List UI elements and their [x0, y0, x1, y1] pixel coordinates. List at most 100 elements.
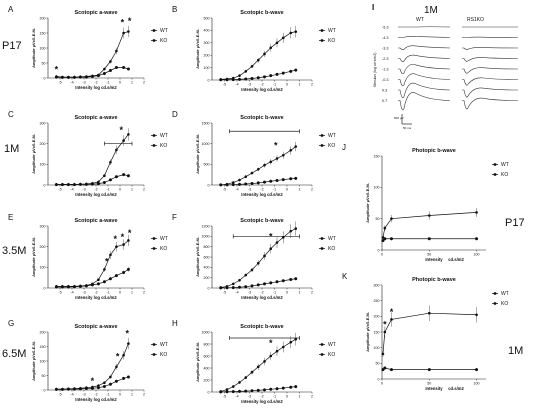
data-point: [289, 229, 293, 233]
data-point: [275, 387, 279, 391]
data-point: [114, 379, 118, 383]
x-tick-label: -1: [106, 291, 109, 295]
data-point: [219, 78, 223, 82]
x-tick-label: -1: [106, 188, 109, 192]
erg-trace-rs1ko: [462, 77, 519, 86]
y-axis-label: Amplitude µV±S.E.M.: [195, 342, 200, 382]
data-point: [289, 277, 293, 281]
legend-label-ko: KO: [160, 352, 167, 358]
y-tick-label: 100: [40, 163, 46, 167]
data-point: [103, 174, 106, 177]
data-point: [96, 282, 100, 286]
data-point: [231, 181, 235, 184]
y-tick-label: 400: [204, 29, 210, 33]
data-point: [231, 390, 235, 394]
row-label-3-5m: 3.5M: [2, 245, 26, 257]
x-tick-label: 2: [143, 291, 145, 295]
data-point: [390, 217, 393, 220]
y-tick-label: 1500: [202, 121, 210, 125]
x-tick-label: -1: [273, 188, 276, 192]
series-ko: [381, 237, 479, 243]
data-point: [281, 236, 285, 239]
panel-letter: G: [8, 319, 14, 328]
x-tick-label: -2: [94, 291, 97, 295]
legend-label-wt: WT: [160, 28, 168, 34]
chart-title: Scotopic b-wave: [240, 115, 283, 121]
y-tick-label: 50: [42, 374, 46, 378]
chart-c: C Scotopic a-wave -5 -4 -3 -2 -1 0 1 2 0 100 200 300 I…: [8, 110, 168, 197]
y-tick-label: 200: [374, 315, 380, 319]
erg-col-label-rs1ko: RS1KO: [467, 17, 484, 23]
y-tick-label: 150: [374, 330, 380, 334]
data-point: [78, 75, 82, 79]
data-point: [269, 179, 273, 183]
data-point: [102, 72, 106, 75]
legend-swatch-marker: [152, 134, 156, 137]
y-tick-label: 1200: [202, 224, 210, 228]
data-point: [219, 286, 223, 290]
x-axis-label: Intensity log cd.s/m2: [75, 295, 117, 300]
x-tick-label: -2: [94, 81, 97, 85]
y-tick-label: 1000: [202, 235, 210, 239]
legend-swatch-marker: [152, 39, 156, 42]
data-point: [250, 77, 254, 81]
chart-title: Scotopic b-wave: [240, 324, 283, 330]
data-point: [219, 183, 223, 187]
chart-title: Scotopic a-wave: [74, 218, 117, 224]
row-label-p17: P17: [2, 40, 22, 52]
significance-star: *: [113, 234, 117, 244]
erg-intensity-label: -2.3: [382, 57, 389, 61]
data-point: [72, 387, 76, 391]
series-ko: [381, 366, 479, 372]
x-tick-label: -2: [94, 188, 97, 192]
x-tick-label: -4: [235, 188, 238, 192]
x-axis-label: Intensity: [425, 257, 443, 262]
x-tick-label: 100: [474, 382, 480, 386]
data-point: [219, 390, 223, 394]
x-tick-label: 1: [131, 188, 133, 192]
series-wt: [219, 332, 298, 393]
data-point: [109, 60, 112, 63]
significance-star: *: [121, 18, 125, 28]
legend-swatch-marker: [152, 353, 156, 356]
data-point: [275, 72, 279, 76]
x-tick-label: -1: [273, 291, 276, 295]
legend-swatch-marker: [493, 173, 497, 176]
data-point: [389, 368, 393, 372]
data-point: [231, 385, 235, 388]
x-tick-label: 2: [143, 393, 145, 397]
legend-label-ko: KO: [328, 143, 335, 149]
x-tick-label: 1: [131, 81, 133, 85]
data-point: [263, 75, 266, 79]
chart-title: Scotopic b-wave: [240, 218, 283, 224]
data-point: [250, 268, 254, 272]
data-point: [231, 282, 235, 286]
data-point: [244, 389, 248, 393]
legend-label-ko: KO: [501, 301, 508, 307]
y-tick-label: 1000: [202, 142, 210, 146]
side-label-p17: P17: [505, 217, 525, 229]
y-tick-label: 0: [44, 388, 46, 392]
data-point: [238, 381, 241, 384]
series-ko: [219, 385, 298, 394]
data-point: [231, 78, 235, 82]
data-point: [281, 345, 285, 349]
y-tick-label: 100: [40, 266, 46, 270]
legend-swatch-marker: [320, 343, 324, 346]
x-tick-label: -3: [82, 291, 85, 295]
x-tick-label: -4: [235, 291, 238, 295]
x-axis-label: Intensity log cd.s/m2: [75, 192, 117, 197]
x-tick-label: 100: [474, 253, 480, 257]
panel-letter: K: [342, 272, 348, 281]
y-tick-label: 200: [204, 276, 210, 280]
x-tick-label: -4: [70, 291, 73, 295]
chart-k: K Photopic b-wave 0 50 100 0 50 100 150 200 250 300…: [342, 272, 509, 391]
erg-scale-voltage: 500 µV: [394, 116, 404, 120]
data-point: [256, 365, 260, 369]
chart-d: D Scotopic b-wave -5 -4 -3 -2 -1 0 1 2 0 500 1000 150…: [172, 110, 336, 197]
chart-title: Scotopic a-wave: [74, 324, 117, 330]
data-point: [72, 75, 76, 79]
legend-swatch-marker: [493, 163, 497, 166]
data-point: [256, 388, 260, 392]
legend-label-ko: KO: [160, 143, 167, 149]
